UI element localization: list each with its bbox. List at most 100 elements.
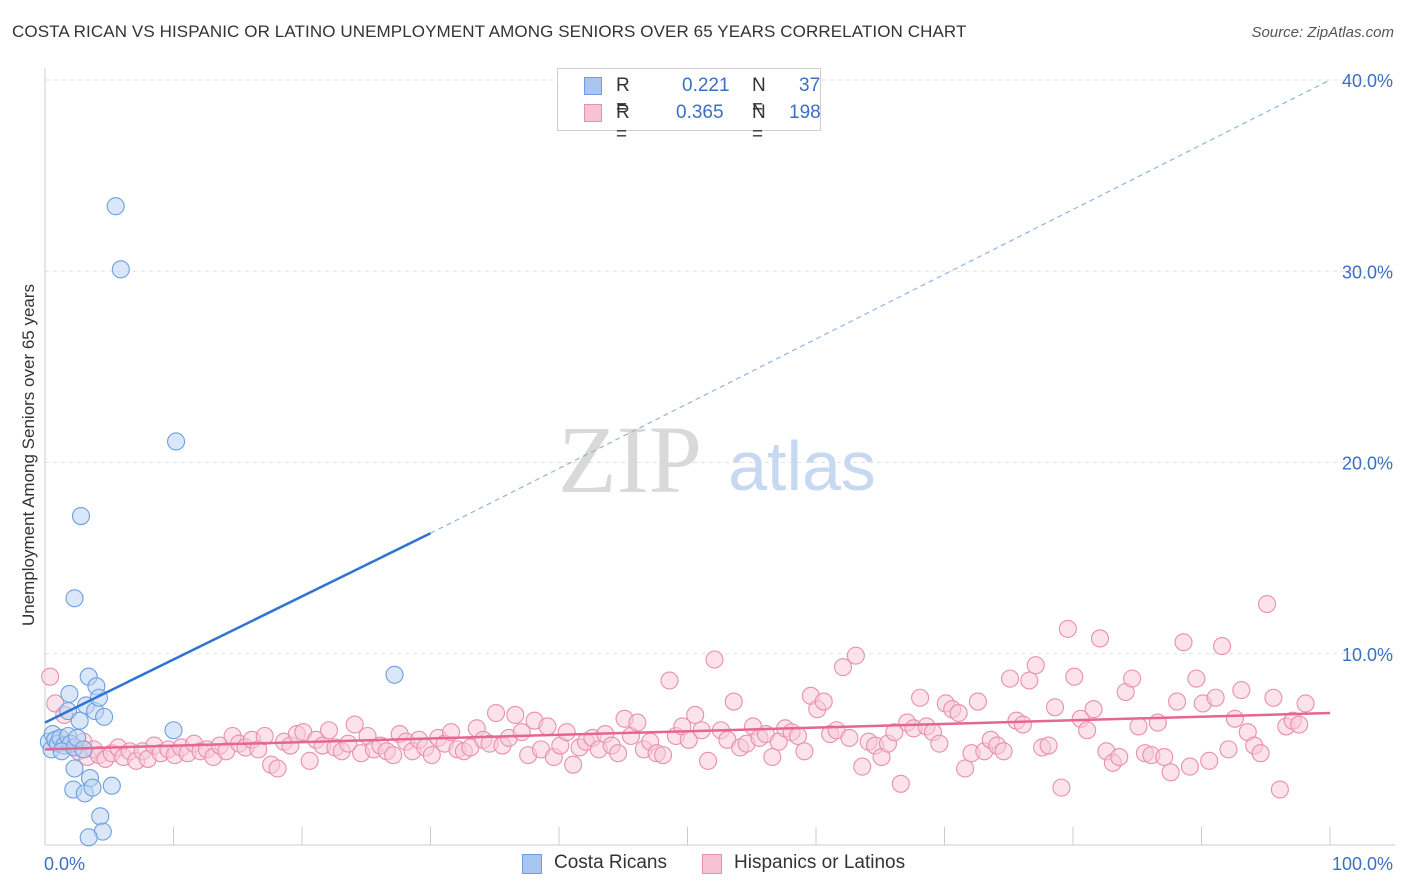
data-point-hispanics (609, 744, 628, 763)
data-point-costa-ricans (106, 197, 125, 216)
data-point-hispanics (1026, 656, 1045, 675)
data-point-hispanics (833, 658, 853, 677)
data-point-hispanics (345, 715, 364, 734)
x-tick-label: 100.0% (1332, 854, 1393, 874)
data-point-hispanics (1110, 747, 1129, 767)
data-point-hispanics (255, 726, 274, 746)
data-point-hispanics (763, 747, 782, 767)
series-swatch-hispanics (702, 854, 722, 874)
data-point-costa-ricans (111, 260, 130, 279)
data-point-hispanics (911, 688, 930, 707)
data-point-hispanics (384, 746, 403, 765)
data-point-hispanics (705, 650, 724, 669)
data-point-hispanics (486, 703, 506, 723)
y-tick-label: 30.0% (1342, 262, 1393, 282)
data-point-costa-ricans (70, 711, 89, 730)
legend-r-value: 0.365 (676, 102, 724, 123)
chart-title: COSTA RICAN VS HISPANIC OR LATINO UNEMPL… (12, 22, 967, 41)
data-point-hispanics (1065, 667, 1084, 686)
data-point-hispanics (949, 703, 968, 723)
legend-n-label: N = (752, 102, 766, 145)
data-point-hispanics (1257, 594, 1277, 614)
data-point-hispanics (1225, 709, 1244, 728)
data-point-hispanics (699, 751, 718, 770)
x-tick-label: 0.0% (44, 854, 85, 874)
legend-swatch-costa-ricans (584, 77, 602, 95)
data-point-hispanics (1020, 671, 1039, 690)
data-point-costa-ricans (95, 707, 114, 726)
data-point-hispanics (1084, 700, 1103, 719)
data-point-costa-ricans (79, 828, 98, 847)
data-point-hispanics (1039, 736, 1058, 755)
data-point-hispanics (1045, 698, 1065, 717)
data-point-hispanics (1155, 747, 1174, 767)
data-point-hispanics (557, 723, 576, 742)
watermark-atlas: atlas (728, 427, 876, 505)
data-point-hispanics (968, 692, 987, 711)
trendline-costa-ricans-extension (430, 79, 1331, 534)
data-point-hispanics (1187, 669, 1206, 688)
legend-r-label: R = (616, 102, 630, 145)
legend-n-value: 37 (799, 75, 821, 96)
data-point-hispanics (319, 721, 339, 740)
data-point-hispanics (422, 746, 441, 765)
data-point-hispanics (814, 692, 833, 711)
data-point-hispanics (930, 734, 949, 753)
data-point-hispanics (891, 774, 910, 793)
stats-legend: R = 0.221 N = 37 R = 0.365 N = 198 (557, 68, 821, 145)
data-point-hispanics (956, 759, 975, 778)
data-point-hispanics (1123, 669, 1142, 688)
data-point-hispanics (1161, 763, 1180, 782)
data-point-hispanics (1290, 715, 1309, 734)
data-point-hispanics (1078, 721, 1097, 740)
data-point-hispanics (1013, 715, 1032, 734)
data-point-hispanics (1174, 633, 1193, 652)
data-point-hispanics (788, 726, 808, 746)
series-swatch-costa-ricans (522, 854, 542, 874)
data-point-hispanics (442, 723, 461, 742)
data-point-costa-ricans (167, 432, 186, 451)
y-axis-label: Unemployment Among Seniors over 65 years (19, 284, 38, 626)
source-credit: Source: ZipAtlas.com (1251, 24, 1394, 41)
data-point-hispanics (686, 705, 705, 725)
trendline-costa-ricans (44, 532, 432, 724)
data-point-hispanics (1296, 694, 1315, 713)
data-point-costa-ricans (385, 665, 404, 684)
data-point-hispanics (1232, 681, 1251, 700)
data-point-hispanics (268, 759, 287, 778)
data-point-hispanics (1219, 740, 1238, 759)
data-point-costa-ricans (71, 506, 91, 526)
data-point-hispanics (654, 746, 673, 765)
data-point-hispanics (41, 667, 60, 686)
data-point-hispanics (724, 692, 743, 711)
data-point-hispanics (506, 705, 525, 725)
data-point-hispanics (885, 723, 904, 742)
data-point-hispanics (1129, 717, 1148, 736)
data-point-hispanics (840, 728, 859, 747)
data-point-hispanics (853, 757, 872, 776)
y-tick-label: 40.0% (1342, 71, 1393, 91)
data-point-hispanics (1251, 744, 1270, 763)
data-point-costa-ricans (164, 721, 183, 740)
data-point-hispanics (1090, 629, 1110, 648)
legend-n-value: 198 (789, 102, 821, 123)
data-point-hispanics (564, 755, 583, 774)
data-point-hispanics (1270, 780, 1289, 799)
data-point-hispanics (1168, 692, 1187, 711)
data-point-hispanics (1180, 757, 1199, 776)
data-point-costa-ricans (65, 589, 84, 608)
legend-r-value: 0.221 (682, 75, 730, 96)
series-name-costa-ricans: Costa Ricans (554, 852, 667, 873)
data-point-hispanics (339, 734, 358, 753)
data-point-hispanics (1213, 637, 1232, 656)
data-point-hispanics (846, 646, 865, 665)
data-point-hispanics (628, 713, 647, 732)
legend-swatch-hispanics (584, 104, 602, 122)
data-point-hispanics (1052, 778, 1071, 797)
legend-r-label: R = (616, 75, 630, 118)
data-point-hispanics (1000, 669, 1020, 688)
watermark-zip: ZIP (558, 406, 702, 513)
data-point-hispanics (994, 742, 1013, 761)
data-point-costa-ricans (83, 778, 102, 797)
